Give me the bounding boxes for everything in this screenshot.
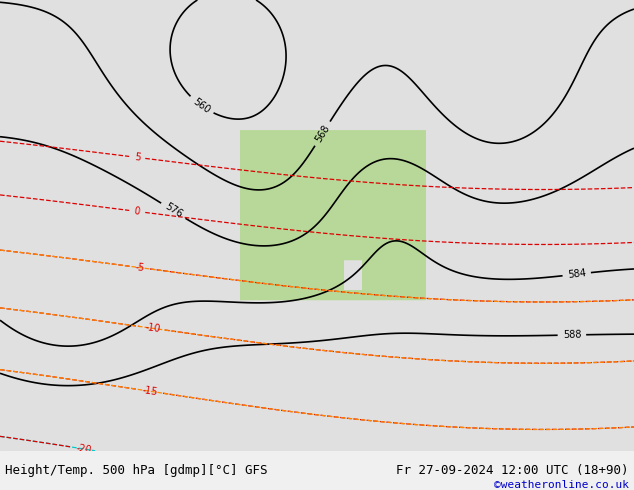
Text: -15: -15 (141, 385, 159, 397)
Text: 560: 560 (191, 96, 212, 115)
Text: Fr 27-09-2024 12:00 UTC (18+90): Fr 27-09-2024 12:00 UTC (18+90) (396, 464, 629, 477)
Text: 576: 576 (163, 201, 184, 220)
Text: -5: -5 (135, 262, 146, 273)
Text: ©weatheronline.co.uk: ©weatheronline.co.uk (494, 480, 629, 490)
Text: Height/Temp. 500 hPa [gdmp][°C] GFS: Height/Temp. 500 hPa [gdmp][°C] GFS (5, 464, 268, 477)
Text: 568: 568 (313, 123, 332, 144)
Text: 588: 588 (562, 330, 581, 340)
Text: 584: 584 (567, 268, 586, 280)
Text: 5: 5 (134, 152, 141, 163)
Text: 0: 0 (134, 206, 141, 217)
Text: -10: -10 (144, 322, 161, 334)
Text: -20: -20 (75, 443, 93, 455)
